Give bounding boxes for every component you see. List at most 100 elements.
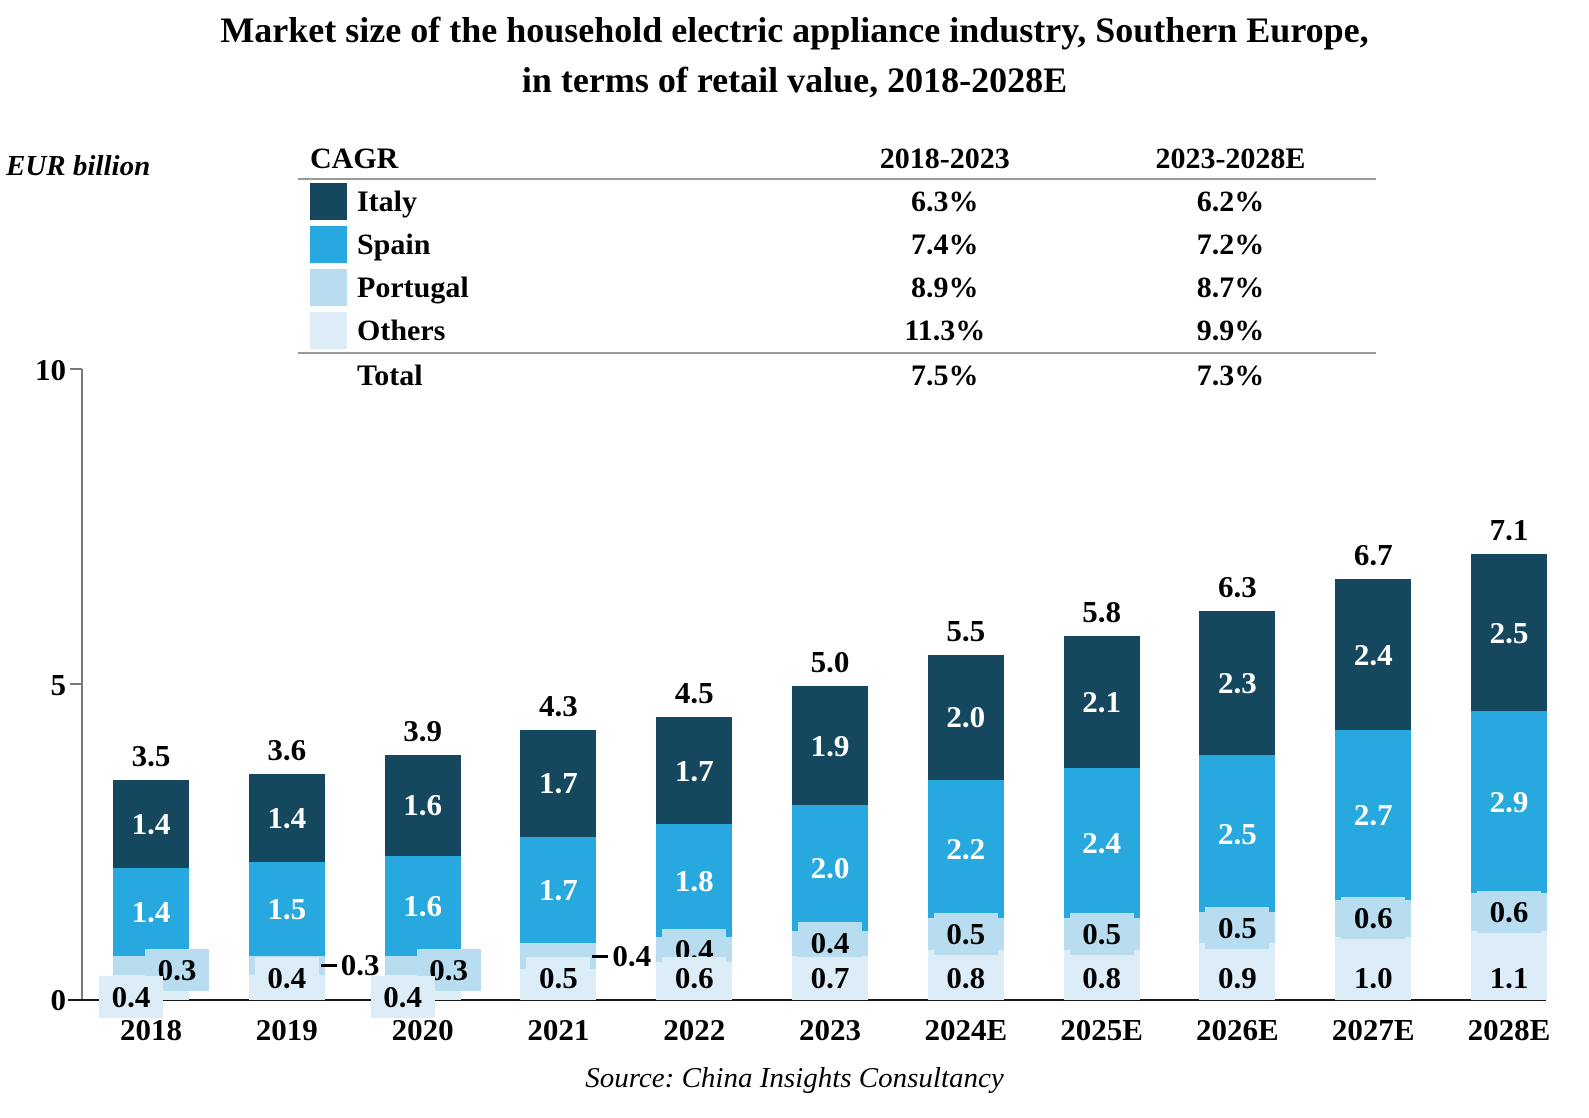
bar-total-label: 3.5 xyxy=(131,738,171,774)
segment-value-label-spain: 1.8 xyxy=(674,862,714,898)
x-axis-label-2024E: 2024E xyxy=(924,1012,1008,1047)
bar-segment-spain-2024E xyxy=(927,780,1004,919)
segment-value-label-italy: 2.5 xyxy=(1489,614,1529,650)
portugal-value-chip: 0.6 xyxy=(1477,891,1541,934)
bar-total-label: 6.7 xyxy=(1353,537,1393,573)
segment-value-label-spain: 2.4 xyxy=(1082,825,1121,860)
segment-value-label-spain: 1.6 xyxy=(403,887,442,923)
cagr-value: 11.3% xyxy=(904,313,986,347)
others-value-chip: 0.4 xyxy=(254,957,319,999)
y-tick-mark-10 xyxy=(70,368,82,370)
bar-total-label: 3.9 xyxy=(403,713,442,749)
bar-segment-spain-2027E xyxy=(1335,729,1412,900)
x-axis-label-2023: 2023 xyxy=(799,1012,861,1047)
legend-label-others: Others xyxy=(357,313,446,347)
segment-value-label-italy: 1.6 xyxy=(403,787,442,823)
others-value-callout: 0.4 xyxy=(99,976,163,1018)
others-value-chip: 0.6 xyxy=(662,957,727,999)
chart-title-line1: Market size of the household electric ap… xyxy=(220,10,1369,50)
bar-segment-spain-2018 xyxy=(113,868,189,957)
others-value-chip: 0.5 xyxy=(526,957,591,999)
legend-swatch-italy xyxy=(310,183,347,220)
x-axis-baseline xyxy=(68,999,1546,1001)
bar-segment-spain-2020 xyxy=(384,855,461,957)
others-value-chip: 0.8 xyxy=(933,957,998,999)
portugal-leader-line xyxy=(320,964,337,968)
cagr-value: 6.2% xyxy=(1196,184,1265,218)
others-value-chip: 1.0 xyxy=(1341,957,1406,999)
bar-segment-spain-2022 xyxy=(656,824,733,938)
bar-segment-italy-2020 xyxy=(384,755,461,856)
total-row-label: Total xyxy=(357,359,423,392)
cagr-value: 6.3% xyxy=(911,184,979,218)
table-row-others: Others 11.3% 9.9% xyxy=(298,309,1376,352)
cagr-value: 7.4% xyxy=(911,227,979,261)
table-row-spain: Spain 7.4% 7.2% xyxy=(298,223,1376,266)
others-value-callout: 0.4 xyxy=(370,976,435,1018)
segment-value-label-italy: 1.7 xyxy=(674,752,714,788)
bar-total-label: 4.5 xyxy=(674,675,714,711)
cagr-header-col3: 2023-2028E xyxy=(1155,142,1306,175)
cagr-table-header: CAGR 2018-2023 2023-2028E xyxy=(298,140,1376,178)
cagr-table-rule-top xyxy=(298,178,1376,180)
legend-label-italy: Italy xyxy=(357,184,417,218)
bar-segment-spain-2023 xyxy=(792,805,868,931)
table-row-italy: Italy 6.3% 6.2% xyxy=(298,180,1376,223)
portugal-value-callout: 0.3 xyxy=(416,949,481,992)
x-axis-label-2019: 2019 xyxy=(255,1012,318,1047)
cagr-value: 7.2% xyxy=(1196,227,1265,261)
segment-value-label-spain: 2.0 xyxy=(810,850,850,886)
cagr-value: 9.9% xyxy=(1196,313,1265,347)
legend-label-portugal: Portugal xyxy=(357,270,469,304)
segment-value-label-spain: 2.7 xyxy=(1353,796,1393,832)
cagr-header-col1: CAGR xyxy=(310,142,399,175)
legend-swatch-spain xyxy=(310,226,347,263)
segment-value-label-italy: 1.4 xyxy=(267,799,307,835)
y-tick-label-10: 10 xyxy=(35,352,66,387)
segment-value-label-italy: 2.1 xyxy=(1082,683,1121,719)
y-axis-unit-label: EUR billion xyxy=(6,150,151,182)
bar-segment-spain-2025E xyxy=(1063,767,1140,919)
x-axis-label-2022: 2022 xyxy=(663,1012,726,1047)
bar-total-label: 7.1 xyxy=(1489,512,1529,548)
segment-value-label-italy: 1.7 xyxy=(539,765,578,801)
y-tick-mark-5 xyxy=(70,683,82,685)
portugal-value-chip: 0.5 xyxy=(1069,913,1134,956)
table-row-total: Total 7.5% 7.3% xyxy=(298,354,1376,398)
segment-value-label-spain: 1.4 xyxy=(131,894,171,930)
bar-segment-spain-2021 xyxy=(520,836,597,944)
chart-title-line2: in terms of retail value, 2018-2028E xyxy=(521,59,1068,100)
segment-value-label-spain: 2.5 xyxy=(1218,815,1257,851)
table-row-portugal: Portugal 8.9% 8.7% xyxy=(298,266,1376,309)
bar-segment-italy-2025E xyxy=(1063,635,1140,768)
bar-segment-italy-2019 xyxy=(248,773,325,862)
bar-segment-italy-2023 xyxy=(792,686,868,806)
bar-total-label: 6.3 xyxy=(1218,568,1257,604)
x-axis-label-2021: 2021 xyxy=(527,1012,590,1047)
source-note: Source: China Insights Consultancy xyxy=(585,1062,1004,1094)
bar-total-label: 5.8 xyxy=(1082,593,1121,629)
bar-segment-italy-2022 xyxy=(656,717,733,825)
x-axis-label-2026E: 2026E xyxy=(1196,1012,1279,1047)
bar-total-label: 5.0 xyxy=(810,644,850,679)
bar-segment-spain-2028E xyxy=(1471,711,1547,894)
y-tick-label-0: 0 xyxy=(50,982,67,1017)
portugal-value-chip: 0.5 xyxy=(1205,906,1270,949)
legend-swatch-others xyxy=(310,312,347,349)
x-axis-label-2025E: 2025E xyxy=(1060,1012,1143,1047)
legend-label-spain: Spain xyxy=(357,227,431,261)
bar-segment-italy-2027E xyxy=(1335,579,1412,730)
bar-segment-spain-2019 xyxy=(248,861,325,957)
portugal-value-label: 0.4 xyxy=(612,938,652,974)
cagr-header-col2: 2018-2023 xyxy=(879,142,1010,175)
bar-segment-italy-2024E xyxy=(927,654,1004,781)
cagr-value: 7.3% xyxy=(1196,359,1265,392)
cagr-value: 8.9% xyxy=(911,270,979,304)
portugal-value-chip: 0.6 xyxy=(1341,897,1406,940)
y-axis-line xyxy=(81,369,83,1000)
legend-swatch-portugal xyxy=(310,269,347,306)
bar-total-label: 4.3 xyxy=(539,687,578,723)
chart-title: Market size of the household electric ap… xyxy=(0,6,1589,105)
